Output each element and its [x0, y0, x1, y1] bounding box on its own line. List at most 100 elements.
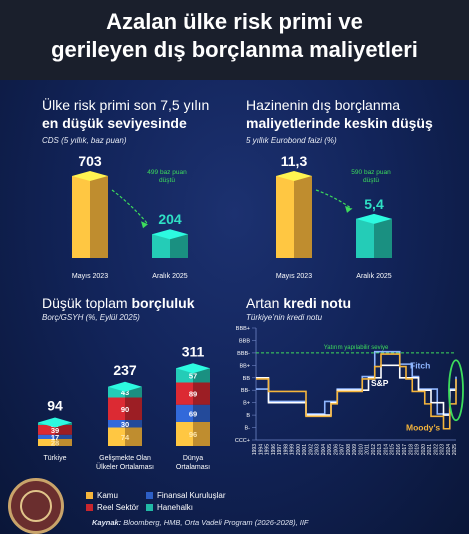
legend-label-kamu: Kamu [97, 491, 118, 500]
title-line-2: gerileyen dış borçlanma maliyetleri [51, 37, 418, 62]
rating-series-1 [256, 364, 456, 416]
rating-y-tick-8: BBB [239, 338, 250, 344]
cds-value-label-0: 703 [78, 153, 102, 169]
legend-label-finansal: Finansal Kuruluşlar [157, 491, 226, 500]
rating-title-bold: kredi notu [283, 295, 352, 311]
debt-bar-top-2 [176, 363, 210, 374]
rating-x-tick-1: 1994 [258, 444, 264, 455]
rating-x-tick-5: 1998 [283, 444, 289, 455]
debt-segment-2-2-side [193, 382, 210, 405]
rating-x-tick-15: 2008 [346, 444, 352, 455]
rating-y-tick-1: B- [245, 426, 251, 432]
rating-y-tick-0: CCC+ [235, 438, 250, 444]
emblem-seal [8, 478, 64, 534]
debt-category-label-2-0: Dünya [183, 455, 203, 462]
rating-x-tick-20: 2013 [377, 444, 383, 455]
eurobond-bar-1-side [374, 218, 392, 258]
debt-bar-top-0 [38, 417, 72, 428]
debt-segment-1-3-side [125, 386, 142, 398]
cds-bar-top-1 [152, 229, 188, 240]
debt-category-label-1-1: Ülkeler Ortalaması [96, 463, 154, 471]
rating-x-tick-29: 2022 [433, 444, 439, 455]
eurobond-bar-top-0 [276, 171, 312, 181]
debt-segment-0-1-side [55, 434, 72, 439]
legend-swatch-kamu [86, 492, 93, 499]
debt-total-label-2: 311 [182, 343, 205, 359]
eurobond-chart: 11,3 Mayıs 2023 5,4 Aralık 2025 590 baz puan… [276, 153, 392, 280]
eurobond-title-line-2: maliyetlerinde keskin düşüş [246, 115, 433, 131]
rating-x-tick-23: 2016 [396, 444, 402, 455]
eurobond-value-label-0: 11,3 [281, 153, 308, 169]
rating-x-tick-18: 2011 [365, 444, 371, 455]
debt-segment-2-0 [176, 422, 193, 446]
legend-item-kamu: Kamu [86, 491, 118, 500]
debt-panel-title: Düşük toplam borçluluk [42, 294, 195, 312]
rating-x-tick-10: 2003 [315, 444, 321, 455]
debt-segment-label-0-1: 17 [51, 433, 59, 442]
rating-x-tick-25: 2018 [408, 444, 414, 455]
rating-x-tick-16: 2009 [352, 444, 358, 455]
cds-bar-1 [152, 234, 170, 258]
cds-title-line-2: en düşük seviyesinde [42, 115, 187, 131]
eurobond-value-label-1: 5,4 [364, 196, 384, 212]
rating-x-tick-4: 1997 [277, 444, 283, 455]
debt-segment-1-2-side [125, 397, 142, 420]
rating-x-tick-19: 2012 [371, 444, 377, 455]
debt-segment-label-1-0: 74 [121, 433, 130, 442]
debt-category-label-2-1: Ortalaması [176, 464, 210, 471]
cds-subtitle: CDS (5 yıllık, baz puan) [42, 136, 127, 145]
cds-panel-title: Ülke risk primi son 7,5 yılın en düşük s… [42, 96, 209, 132]
eurobond-bar-top-1 [356, 213, 392, 224]
eurobond-annotation-line-1: 590 baz puan [351, 169, 391, 176]
eurobond-bar-1 [356, 218, 374, 258]
cds-chart: 703 Mayıs 2023 204 Aralık 2025 499 baz puand… [72, 153, 188, 280]
debt-segment-2-1 [176, 404, 193, 422]
cds-bar-top-0 [72, 171, 108, 181]
legend-label-reel: Reel Sektör [97, 503, 139, 512]
legend-swatch-finansal [146, 492, 153, 499]
rating-x-tick-26: 2019 [415, 444, 421, 455]
legend-swatch-hanehalki [146, 504, 153, 511]
rating-x-tick-7: 2000 [296, 444, 302, 455]
cds-drop-arrowhead [141, 221, 148, 229]
rating-x-tick-31: 2024 [446, 444, 452, 455]
rating-y-tick-9: BBB+ [236, 326, 250, 332]
debt-segment-label-0-0: 28 [51, 439, 59, 448]
debt-bar-top-1 [108, 381, 142, 392]
source-label: Kaynak: [92, 518, 122, 527]
debt-segment-label-2-0: 96 [189, 430, 197, 439]
debt-segment-1-3 [108, 386, 125, 398]
debt-segment-2-0-side [193, 422, 210, 446]
debt-segment-label-2-2: 89 [189, 390, 197, 399]
debt-segment-label-1-2: 90 [121, 405, 129, 414]
cds-annotation-line-2: düştü [159, 177, 175, 184]
rating-x-tick-9: 2002 [308, 444, 314, 455]
debt-segment-label-1-3: 43 [121, 388, 129, 397]
debt-chart: 2817391094Türkiye74309043237Gelişmekte O… [38, 343, 210, 471]
rating-title-part-1: Artan [246, 295, 280, 311]
rating-x-tick-32: 2025 [452, 444, 458, 455]
cds-category-label-0: Mayıs 2023 [72, 273, 108, 280]
debt-segment-0-0 [38, 439, 55, 446]
eurobond-title-line-1: Hazinenin dış borçlanma [246, 97, 401, 113]
rating-series-2 [256, 353, 457, 430]
eurobond-category-label-1: Aralık 2025 [356, 273, 392, 280]
debt-segment-0-2 [38, 425, 55, 435]
debt-segment-1-1 [108, 420, 125, 428]
rating-x-tick-6: 1999 [290, 444, 296, 455]
legend-item-reel: Reel Sektör [86, 503, 139, 512]
rating-x-tick-17: 2010 [358, 444, 364, 455]
rating-y-tick-6: BB+ [239, 363, 250, 369]
rating-y-tick-7: BBB- [237, 351, 250, 357]
legend-item-finansal: Finansal Kuruluşlar [146, 491, 225, 500]
rating-series-label-fitch: Fitch [410, 360, 430, 370]
rating-x-tick-3: 1996 [271, 444, 277, 455]
rating-x-tick-24: 2017 [402, 444, 408, 455]
debt-segment-1-2 [108, 397, 125, 420]
debt-title-part-1: Düşük toplam [42, 295, 128, 311]
debt-total-label-0: 94 [47, 398, 63, 414]
rating-subtitle: Türkiye’nin kredi notu [246, 313, 323, 322]
rating-x-tick-0: 1993 [252, 444, 258, 455]
rating-panel-title: Artan kredi notu [246, 294, 351, 312]
